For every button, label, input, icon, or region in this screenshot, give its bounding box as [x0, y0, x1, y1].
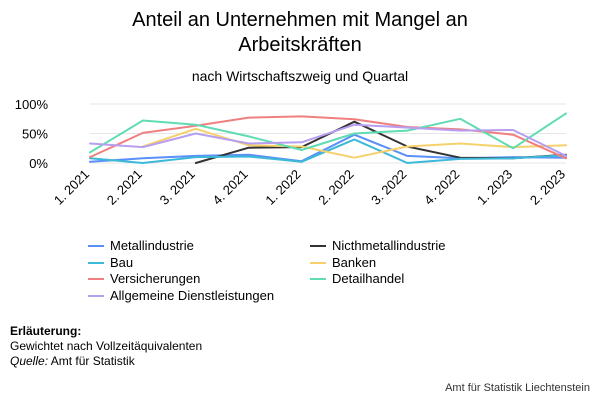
legend-swatch	[310, 261, 326, 264]
legend-swatch	[88, 261, 104, 264]
source-label: Quelle:	[10, 354, 49, 368]
notes-block: Erläuterung: Gewichtet nach Vollzeitäqui…	[10, 324, 202, 369]
x-tick-label: 1. 2022	[262, 167, 303, 208]
legend-label: Allgemeine Dienstleistungen	[110, 287, 275, 303]
legend-swatch	[310, 245, 326, 247]
source-text: Amt für Statistik	[48, 354, 135, 368]
x-tick-label: 3. 2021	[157, 167, 198, 208]
legend-swatch	[88, 245, 104, 247]
legend-swatch	[88, 278, 104, 280]
legend-label: Banken	[332, 254, 377, 270]
series-line-bau	[89, 138, 567, 164]
line-chart: 0% 50% 100% 1. 2021 2. 2021 3. 2021 4. 2021 1. …	[15, 97, 568, 208]
legend-swatch	[88, 294, 104, 297]
series-line-allgemeine-dienstleistungen	[89, 123, 567, 157]
chart-title-line1: Anteil an Unternehmen mit Mangel an	[132, 9, 468, 31]
y-tick-label: 0%	[29, 156, 48, 171]
series-line-banken	[141, 127, 567, 159]
legend-label: Detailhandel	[332, 271, 405, 286]
legend-label: Nicthmetallindustrie	[332, 238, 446, 253]
x-tick-label: 3. 2022	[368, 167, 409, 208]
credit-text: Amt für Statistik Liechtenstein	[445, 382, 590, 394]
x-tick-label: 4. 2022	[421, 167, 462, 208]
notes-source: Quelle: Amt für Statistik	[10, 354, 202, 369]
notes-line: Gewichtet nach Vollzeitäquivalenten	[10, 339, 203, 353]
x-tick-label: 2. 2022	[315, 167, 356, 208]
series-line-detailhandel	[89, 112, 567, 154]
x-tick-label: 4. 2021	[210, 167, 251, 208]
x-tick-label: 2. 2023	[527, 167, 568, 208]
series-line-versicherungen	[89, 115, 567, 160]
x-tick-label: 1. 2021	[51, 167, 92, 208]
chart-subtitle: nach Wirtschaftszweig und Quartal	[191, 68, 409, 84]
chart-title: Anteil an Unternehmen mit Mangel an Arbe…	[0, 8, 600, 58]
x-tick-label: 1. 2023	[474, 167, 515, 208]
y-tick-label: 100%	[15, 97, 49, 112]
notes-heading: Erläuterung:	[10, 324, 82, 338]
chart-title-line2: Arbeitskräften	[238, 34, 362, 56]
legend-label: Bau	[110, 254, 134, 270]
x-tick-label: 2. 2021	[104, 167, 145, 208]
legend-label: Metallindustrie	[110, 238, 194, 253]
legend-swatch	[310, 278, 326, 280]
legend-label: Versicherungen	[110, 271, 201, 286]
y-tick-label: 50%	[22, 127, 48, 142]
